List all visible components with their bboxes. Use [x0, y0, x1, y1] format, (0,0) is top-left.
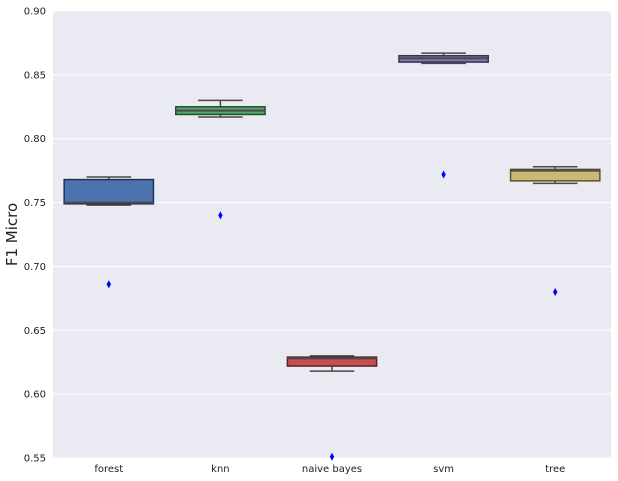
y-axis-label: F1 Micro: [3, 203, 21, 266]
boxes: [63, 52, 601, 461]
x-tick-label: svm: [433, 464, 454, 475]
iqr-box: [286, 356, 378, 367]
box-svm: [398, 52, 489, 179]
y-tick-label: 0.75: [24, 198, 46, 209]
y-tick-label: 0.80: [24, 134, 46, 145]
y-tick-label: 0.65: [24, 326, 46, 337]
y-tick-label: 0.60: [24, 390, 46, 401]
y-tick-label: 0.70: [24, 262, 46, 273]
x-tick-label: naive bayes: [302, 464, 362, 475]
y-axis-ticks: 0.55 0.60 0.65 0.70 0.75 0.80 0.85 0.90: [24, 7, 46, 465]
outlier-point: [218, 211, 223, 220]
y-tick-label: 0.85: [24, 70, 46, 81]
x-tick-label: knn: [211, 464, 229, 475]
outlier-point: [106, 280, 111, 289]
box-forest: [63, 176, 155, 289]
iqr-box: [63, 178, 155, 205]
outlier-point: [553, 287, 558, 296]
box-knn: [175, 99, 266, 220]
box-tree: [509, 166, 601, 296]
box-naive-bayes: [286, 355, 378, 461]
y-tick-label: 0.90: [24, 7, 46, 18]
x-tick-label: tree: [545, 464, 565, 475]
x-tick-label: forest: [94, 464, 123, 475]
x-axis-ticks: forest knn naive bayes svm tree: [94, 464, 565, 475]
iqr-box: [509, 168, 601, 182]
outlier-point: [441, 170, 446, 179]
outlier-point: [329, 452, 335, 461]
y-tick-label: 0.55: [24, 454, 46, 465]
plot-area: [53, 11, 611, 458]
